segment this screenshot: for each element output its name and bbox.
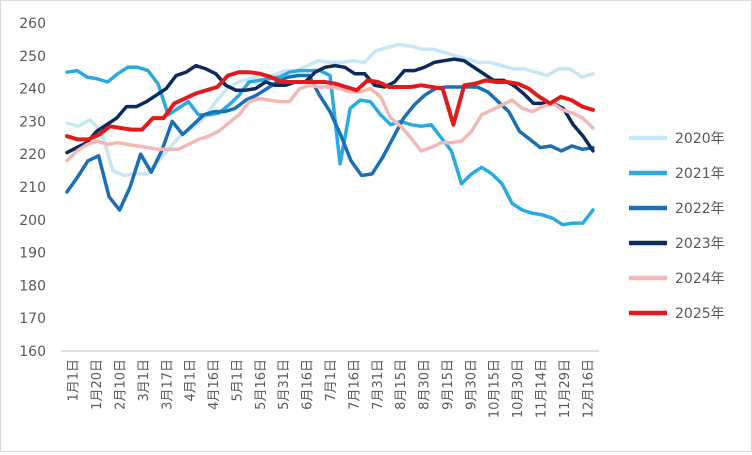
series-line-2021年 [65,65,595,227]
x-tick-label: 4月16日 [207,359,222,410]
x-tick-label: 10月15日 [488,359,503,418]
x-tick-label: 1月20日 [90,359,105,410]
x-tick-label: 11月14日 [535,359,550,418]
series-line-2025年 [65,70,595,142]
y-tick-label: 240 [19,82,46,98]
x-tick-label: 6月16日 [301,359,316,410]
series-line-2023年 [65,57,595,155]
y-tick-label: 190 [19,246,46,262]
x-tick-label: 10月30日 [511,359,526,418]
series-line-2024年 [65,83,595,163]
x-tick-label: 2月10日 [113,359,128,410]
x-tick-label: 8月30日 [418,359,433,410]
legend-label: 2022年 [675,201,725,217]
x-tick-label: 8月15日 [394,359,409,410]
legend-label: 2020年 [675,131,725,147]
x-tick-label: 12月16日 [581,359,596,418]
x-tick-label: 5月1日 [230,359,245,402]
x-tick-label: 7月31日 [371,359,386,410]
legend-label: 2023年 [675,236,725,252]
y-tick-label: 200 [19,213,46,229]
y-tick-label: 170 [19,311,46,327]
y-tick-label: 210 [19,180,46,196]
x-tick-label: 9月15日 [441,359,456,410]
x-tick-label: 1月1日 [67,359,82,402]
x-tick-label: 3月1日 [137,359,152,402]
x-tick-label: 7月16日 [347,359,362,410]
legend-label: 2024年 [675,271,725,287]
x-tick-label: 11月29日 [558,359,573,418]
x-tick-label: 3月17日 [160,359,175,410]
y-tick-label: 180 [19,278,46,294]
y-tick-label: 220 [19,147,46,163]
y-tick-label: 250 [19,49,46,65]
x-tick-label: 9月30日 [464,359,479,410]
series-line-2022年 [65,73,595,212]
y-tick-label: 230 [19,114,46,130]
legend-label: 2021年 [675,166,725,182]
x-tick-label: 5月16日 [254,359,269,410]
y-tick-label: 260 [19,16,46,32]
legend-label: 2025年 [675,306,725,322]
x-tick-label: 4月1日 [184,359,199,402]
y-tick-label: 160 [19,344,46,360]
x-tick-label: 5月31日 [277,359,292,410]
x-tick-label: 7月1日 [324,359,339,402]
